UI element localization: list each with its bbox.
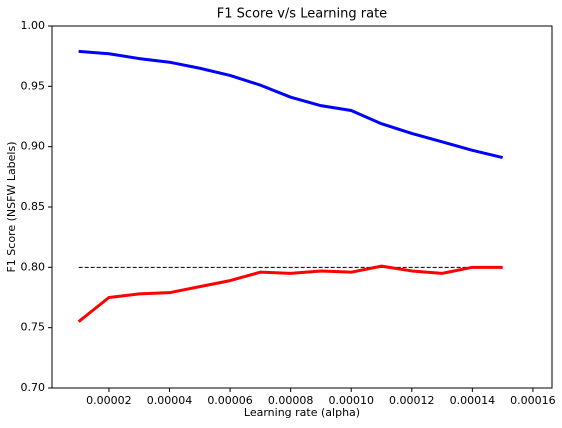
- x-tick-label: 0.00016: [510, 394, 556, 407]
- x-tick-label: 0.00004: [147, 394, 193, 407]
- x-tick-label: 0.00008: [268, 394, 314, 407]
- x-tick-label: 0.00012: [389, 394, 435, 407]
- data-line: [78, 49, 503, 159]
- y-axis-label: F1 Score (NSFW Labels): [5, 141, 18, 272]
- x-tick-label: 0.00002: [86, 394, 132, 407]
- y-tick-label: 0.70: [21, 381, 46, 394]
- chart-title: F1 Score v/s Learning rate: [217, 7, 387, 22]
- y-tick-label: 0.95: [21, 79, 46, 92]
- x-axis-label: Learning rate (alpha): [244, 406, 360, 419]
- y-tick-label: 0.85: [21, 200, 46, 213]
- x-tick-label: 0.00006: [207, 394, 253, 407]
- y-tick-label: 0.90: [21, 140, 46, 153]
- y-tick-label: 0.80: [21, 260, 46, 273]
- x-tick-label: 0.00010: [328, 394, 374, 407]
- x-tick-label: 0.00014: [450, 394, 496, 407]
- plot-frame: [51, 25, 553, 389]
- data-line: [77, 264, 503, 323]
- y-tick-label: 0.75: [21, 321, 46, 334]
- y-tick-label: 1.00: [21, 19, 46, 32]
